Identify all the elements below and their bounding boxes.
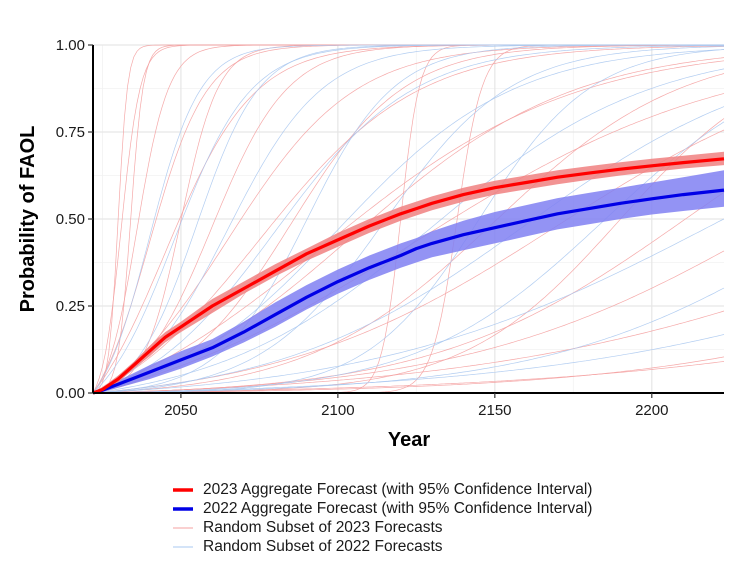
grid [93,44,724,394]
legend-label-2023-aggregate: 2023 Aggregate Forecast (with 95% Confid… [203,480,593,498]
legend-key-2023-subset [173,527,193,528]
legend-item-2022-subset: Random Subset of 2022 Forecasts [172,537,592,556]
legend-label-2022-aggregate: 2022 Aggregate Forecast (with 95% Confid… [203,499,593,517]
forecast-curve [92,68,725,394]
legend-label-2022-subset: Random Subset of 2022 Forecasts [203,537,443,555]
forecast-curve [92,73,725,394]
y-axis-title: Probability of FAOL [17,126,39,313]
confidence-band [93,170,724,393]
forecast-curve [92,310,725,394]
forecast-curve [92,57,725,394]
legend-key-2022-aggregate [173,506,193,511]
forecast-curve [93,287,725,394]
y-tick-label: 0.50 [56,211,85,228]
forecast-curve [93,49,725,394]
forecast-curve [93,361,725,394]
legend-item-2022-aggregate: 2022 Aggregate Forecast (with 95% Confid… [172,499,592,518]
legend-key-2023-aggregate [173,487,193,492]
aggregate-line [92,188,725,395]
y-tick-label: 0.25 [56,298,85,315]
forecast-curve [93,356,725,394]
x-tick-label: 2150 [478,402,511,419]
forecast-curve [92,44,724,394]
y-tick-label: 1.00 [56,37,85,54]
aggregate-line [92,157,725,395]
forecast-curve [92,45,724,394]
x-axis-title: Year [388,429,430,451]
y-tick-label: 0.00 [56,385,85,402]
forecast-curve [92,49,725,394]
x-tick-label: 2100 [321,402,354,419]
legend-label-2023-subset: Random Subset of 2023 Forecasts [203,518,443,536]
legend-key-2022-subset [173,546,193,547]
x-tick-label: 2200 [635,402,668,419]
legend-item-2023-subset: Random Subset of 2023 Forecasts [172,518,592,537]
legend-item-2023-aggregate: 2023 Aggregate Forecast (with 95% Confid… [172,480,592,499]
forecast-curve [92,60,725,394]
x-tick-label: 2050 [164,402,197,419]
aggregate-lines [92,157,725,395]
confidence-bands [93,151,724,393]
y-tick-label: 0.75 [56,124,85,141]
legend: 2023 Aggregate Forecast (with 95% Confid… [172,480,592,556]
individual-forecast-lines [92,44,725,394]
forecast-curve [92,218,725,394]
forecast-curve [92,46,725,394]
forecast-curve [92,106,725,394]
axes: 2050 2100 2150 2200 0.00 0.25 0.50 0.75 1.00 [56,37,724,419]
forecast-curve [92,334,725,394]
